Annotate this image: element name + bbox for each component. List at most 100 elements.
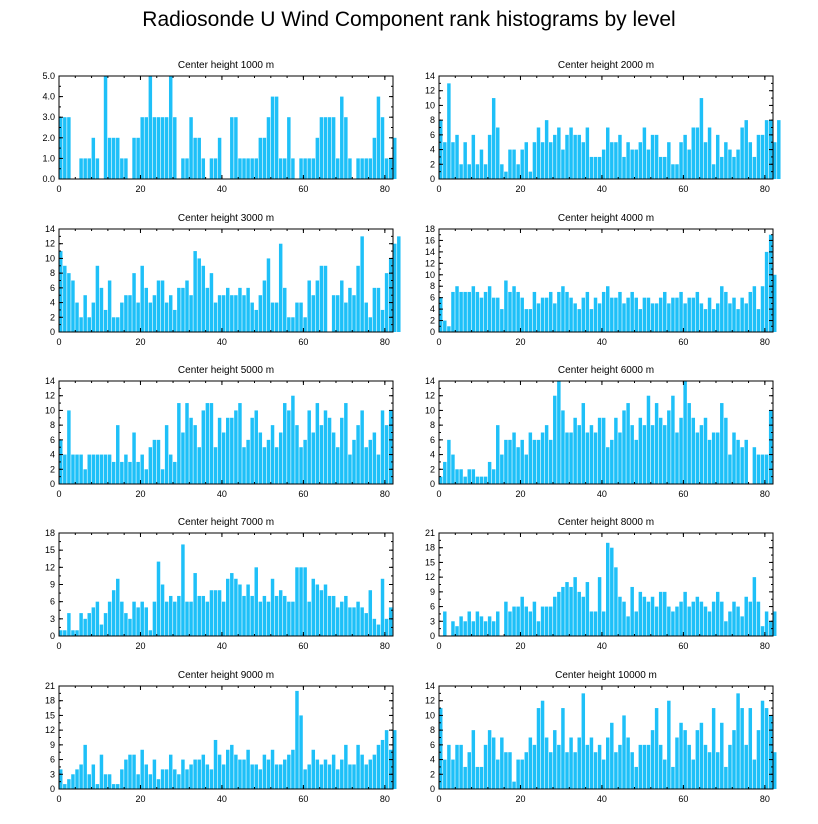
histogram-bar [107, 280, 112, 332]
histogram-bar [372, 287, 377, 332]
histogram-bar [156, 779, 161, 789]
histogram-bar [83, 158, 87, 179]
histogram-bar [773, 142, 777, 179]
histogram-bar [601, 417, 606, 484]
histogram-bar [372, 432, 377, 484]
histogram-bar [376, 96, 381, 179]
histogram-bar [614, 297, 618, 332]
histogram-bar [197, 258, 201, 332]
histogram-bar [140, 454, 144, 484]
histogram-bar [475, 766, 480, 789]
histogram-bar [234, 410, 238, 484]
histogram-bar [638, 417, 643, 484]
histogram-bar [536, 621, 541, 636]
histogram-bar [544, 297, 549, 332]
histogram-bar [181, 287, 185, 332]
histogram-bar [491, 297, 496, 332]
histogram-bar [205, 601, 210, 636]
histogram-bar [136, 461, 140, 484]
histogram-bar [764, 611, 769, 636]
histogram-bar [221, 295, 226, 332]
histogram-bar [443, 142, 447, 179]
histogram-panel: Center height 6000 m 0 2 4 6 8 10 12 14 0 20 40 60 80 [425, 365, 774, 499]
y-tick-label: 15 [45, 545, 55, 555]
histogram-bar [274, 96, 279, 179]
histogram-bar [447, 326, 451, 332]
histogram-bar [528, 309, 533, 332]
histogram-bar [63, 265, 67, 332]
y-tick-label: 0 [430, 479, 435, 489]
histogram-bar [646, 601, 651, 636]
histogram-bar [601, 611, 606, 636]
histogram-bar [744, 596, 748, 636]
histogram-bar [638, 142, 643, 179]
histogram-bar [626, 403, 630, 484]
histogram-bar [496, 611, 500, 636]
histogram-bar [83, 469, 87, 484]
histogram-panel: Center height 7000 m 0 3 6 9 12 15 18 0 20 40 60 80 [45, 517, 394, 651]
x-tick-label: 0 [56, 184, 61, 194]
histogram-bar [593, 611, 598, 636]
histogram-bar [356, 425, 360, 484]
y-tick-label: 0 [50, 327, 55, 337]
y-tick-label: 15 [425, 557, 435, 567]
histogram-bar [463, 476, 467, 484]
histogram-bar [768, 715, 773, 789]
y-tick-label: 14 [425, 376, 435, 386]
x-tick-label: 60 [678, 184, 688, 194]
histogram-bar [675, 297, 679, 332]
x-tick-label: 0 [56, 794, 61, 804]
histogram-bar [439, 708, 443, 789]
histogram-bar [197, 137, 201, 179]
histogram-bar [516, 759, 520, 789]
histogram-bar [724, 291, 728, 332]
histogram-bar [459, 616, 463, 636]
histogram-bar [557, 744, 561, 789]
histogram-bar [557, 591, 561, 636]
histogram-bar [258, 137, 263, 179]
histogram-bar [352, 764, 356, 789]
histogram-bar [177, 774, 181, 789]
histogram-bar [650, 134, 655, 179]
y-tick-label: 8 [430, 725, 435, 735]
histogram-bar [278, 158, 283, 179]
histogram-bar [148, 302, 153, 332]
histogram-bar [711, 164, 716, 179]
histogram-bar [87, 613, 91, 636]
histogram-bar [455, 134, 459, 179]
histogram-bar [128, 461, 132, 484]
histogram-bar [340, 759, 344, 789]
histogram-bar [691, 417, 696, 484]
histogram-bar [447, 83, 451, 179]
histogram-bar [687, 403, 691, 484]
histogram-bar [352, 295, 356, 332]
histogram-bar [368, 317, 373, 332]
histogram-bar [577, 134, 581, 179]
histogram-bar [483, 291, 488, 332]
histogram-bar [577, 591, 581, 636]
y-tick-label: 6 [50, 283, 55, 293]
histogram-bar [283, 158, 287, 179]
panel-title: Center height 7000 m [178, 517, 274, 528]
histogram-bar [618, 134, 622, 179]
x-tick-label: 60 [678, 641, 688, 651]
histogram-bar [687, 606, 691, 636]
histogram-bar [213, 739, 218, 789]
histogram-bar [160, 584, 165, 636]
histogram-bar [496, 297, 500, 332]
histogram-bar [230, 295, 234, 332]
histogram-bar [344, 595, 348, 636]
histogram-bar [152, 759, 157, 789]
histogram-bar [307, 158, 311, 179]
histogram-bar [295, 302, 299, 332]
y-tick-label: 2.0 [42, 133, 55, 143]
histogram-bar [384, 730, 389, 789]
histogram-bar [561, 286, 565, 332]
histogram-bar [618, 596, 622, 636]
histogram-bar [451, 454, 455, 484]
histogram-bar [459, 164, 463, 179]
histogram-bar [597, 156, 602, 179]
x-tick-label: 60 [678, 337, 688, 347]
histogram-bar [234, 754, 238, 789]
histogram-bar [335, 295, 340, 332]
